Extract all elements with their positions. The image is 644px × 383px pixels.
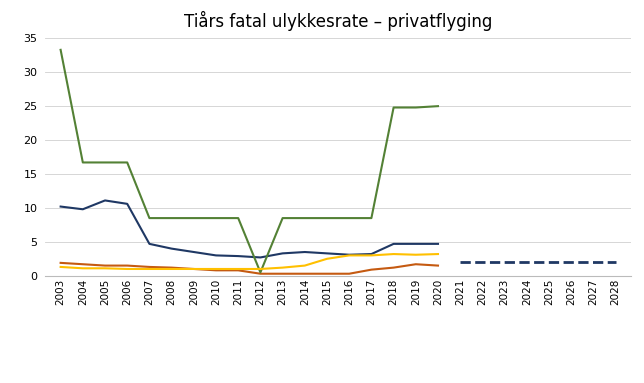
Mikrofly	[256, 255, 264, 260]
Mikrofly	[234, 254, 242, 259]
Mikrofly	[301, 250, 308, 254]
Mikrofly	[279, 251, 287, 256]
Selvbygde motorfly	[323, 216, 331, 220]
Seilfly	[234, 267, 242, 271]
Seilfly	[412, 252, 420, 257]
Seilfly	[390, 252, 397, 256]
Motorfly unntatt selvbygde	[434, 263, 442, 268]
Mikrofly	[101, 198, 109, 203]
Motorfly unntatt selvbygde	[167, 265, 175, 270]
Selvbygde motorfly	[279, 216, 287, 220]
Motorfly unntatt selvbygde	[101, 263, 109, 268]
Line: Mikrofly: Mikrofly	[61, 200, 438, 257]
Seilfly	[212, 267, 220, 271]
Selvbygde motorfly	[345, 216, 353, 220]
Selvbygde motorfly	[146, 216, 153, 220]
Selvbygde motorfly	[234, 216, 242, 220]
Selvbygde motorfly	[434, 104, 442, 108]
Selvbygde motorfly	[256, 270, 264, 275]
Motorfly unntatt selvbygde	[234, 268, 242, 273]
Seilfly	[101, 266, 109, 271]
Motorfly unntatt selvbygde	[323, 272, 331, 276]
Seilfly	[279, 265, 287, 270]
Motorfly unntatt selvbygde	[146, 265, 153, 269]
Mikrofly	[124, 201, 131, 206]
Title: Tiårs fatal ulykkesrate – privatflyging: Tiårs fatal ulykkesrate – privatflyging	[184, 11, 492, 31]
Mikrofly	[212, 253, 220, 258]
Motorfly unntatt selvbygde	[412, 262, 420, 267]
Seilfly	[256, 267, 264, 271]
Motorfly unntatt selvbygde	[301, 272, 308, 276]
Line: Selvbygde motorfly: Selvbygde motorfly	[61, 50, 438, 272]
Seilfly	[57, 265, 64, 269]
Seilfly	[146, 267, 153, 271]
Mikrofly	[167, 246, 175, 251]
Motorfly unntatt selvbygde	[345, 272, 353, 276]
Mikrofly	[368, 252, 375, 256]
Seilfly	[79, 266, 87, 271]
Seilfly	[301, 263, 308, 268]
Motorfly unntatt selvbygde	[212, 268, 220, 273]
Line: Motorfly unntatt selvbygde: Motorfly unntatt selvbygde	[61, 263, 438, 274]
Mikrofly	[190, 250, 198, 254]
Seilfly	[434, 252, 442, 256]
Selvbygde motorfly	[57, 47, 64, 52]
Selvbygde motorfly	[390, 105, 397, 110]
Motorfly unntatt selvbygde	[390, 265, 397, 270]
Motorfly unntatt selvbygde	[79, 262, 87, 267]
Selvbygde motorfly	[124, 160, 131, 165]
Mikrofly	[79, 207, 87, 211]
Selvbygde motorfly	[412, 105, 420, 110]
Motorfly unntatt selvbygde	[368, 267, 375, 272]
Motorfly unntatt selvbygde	[57, 260, 64, 265]
Selvbygde motorfly	[167, 216, 175, 220]
Mikrofly	[57, 204, 64, 209]
Seilfly	[345, 253, 353, 258]
Mikrofly	[323, 251, 331, 256]
Selvbygde motorfly	[101, 160, 109, 165]
Motorfly unntatt selvbygde	[124, 263, 131, 268]
Mikrofly	[390, 242, 397, 246]
Motorfly unntatt selvbygde	[190, 267, 198, 271]
Mikrofly	[345, 252, 353, 257]
Selvbygde motorfly	[212, 216, 220, 220]
Selvbygde motorfly	[79, 160, 87, 165]
Motorfly unntatt selvbygde	[279, 272, 287, 276]
Mikrofly	[146, 242, 153, 246]
Seilfly	[323, 257, 331, 261]
Mikrofly	[434, 242, 442, 246]
Selvbygde motorfly	[368, 216, 375, 220]
Selvbygde motorfly	[301, 216, 308, 220]
Selvbygde motorfly	[190, 216, 198, 220]
Motorfly unntatt selvbygde	[256, 272, 264, 276]
Line: Seilfly: Seilfly	[61, 254, 438, 269]
Seilfly	[368, 253, 375, 258]
Seilfly	[124, 267, 131, 271]
Mikrofly	[412, 242, 420, 246]
Seilfly	[190, 267, 198, 271]
Seilfly	[167, 267, 175, 271]
